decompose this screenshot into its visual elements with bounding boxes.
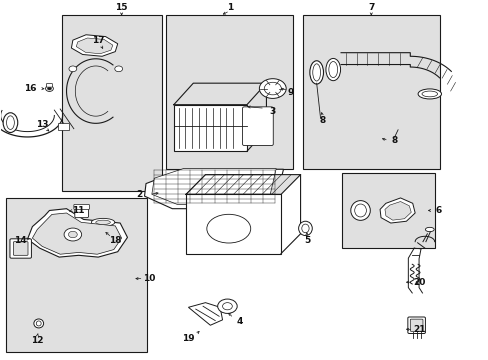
Ellipse shape [309,61,323,84]
Ellipse shape [91,219,115,226]
Text: 6: 6 [434,206,441,215]
Ellipse shape [354,204,366,217]
Polygon shape [76,38,113,54]
Polygon shape [185,175,300,194]
Ellipse shape [36,321,41,326]
Ellipse shape [264,82,281,95]
Text: 15: 15 [115,3,127,12]
Circle shape [47,87,51,90]
Circle shape [217,299,237,314]
Ellipse shape [312,64,320,81]
Ellipse shape [325,58,340,81]
Bar [341,173,434,248]
Ellipse shape [301,224,308,233]
Circle shape [45,86,53,91]
Text: 10: 10 [143,274,155,283]
Bar [61,15,161,191]
Text: 9: 9 [286,87,293,96]
Ellipse shape [328,62,337,78]
Bar [166,15,293,169]
Polygon shape [71,35,118,56]
Polygon shape [144,169,283,209]
Text: 3: 3 [269,107,275,116]
Circle shape [69,66,77,72]
Ellipse shape [425,227,433,231]
Ellipse shape [3,113,18,132]
Text: 7: 7 [367,3,374,12]
FancyBboxPatch shape [58,123,69,130]
Ellipse shape [6,116,14,130]
Bar [5,198,147,352]
Text: 8: 8 [319,116,325,125]
Ellipse shape [350,201,369,220]
Circle shape [222,303,232,310]
Ellipse shape [259,79,285,98]
Text: 18: 18 [109,237,122,246]
Text: 19: 19 [182,334,194,343]
Text: 4: 4 [236,317,243,326]
Ellipse shape [421,91,437,97]
Polygon shape [379,198,414,223]
Polygon shape [173,83,266,105]
FancyBboxPatch shape [409,319,422,331]
Ellipse shape [298,221,312,235]
Text: 16: 16 [23,84,36,93]
Circle shape [115,66,122,72]
FancyBboxPatch shape [46,84,52,87]
Circle shape [68,231,77,238]
Circle shape [64,228,81,241]
Polygon shape [188,303,222,325]
FancyBboxPatch shape [75,208,88,218]
FancyBboxPatch shape [74,204,89,210]
Bar [303,15,439,169]
Ellipse shape [206,214,250,243]
Polygon shape [384,202,410,220]
Bar [173,105,246,151]
Text: 11: 11 [72,206,85,215]
Text: 2: 2 [136,190,142,199]
Ellipse shape [417,89,441,99]
FancyBboxPatch shape [242,107,273,145]
FancyBboxPatch shape [10,239,31,258]
Text: 8: 8 [391,136,397,145]
Text: 12: 12 [31,336,43,345]
FancyBboxPatch shape [407,317,425,333]
Bar [185,194,281,253]
Text: 13: 13 [36,120,48,129]
Text: 5: 5 [303,237,309,246]
Polygon shape [152,168,276,204]
Text: 20: 20 [412,278,425,287]
FancyBboxPatch shape [13,242,28,255]
Polygon shape [27,209,127,257]
Text: 21: 21 [412,325,425,334]
Polygon shape [32,213,122,254]
Ellipse shape [96,220,110,225]
Ellipse shape [34,319,43,328]
Text: 14: 14 [14,237,26,246]
Text: 17: 17 [92,36,104,45]
Text: 1: 1 [226,3,232,12]
